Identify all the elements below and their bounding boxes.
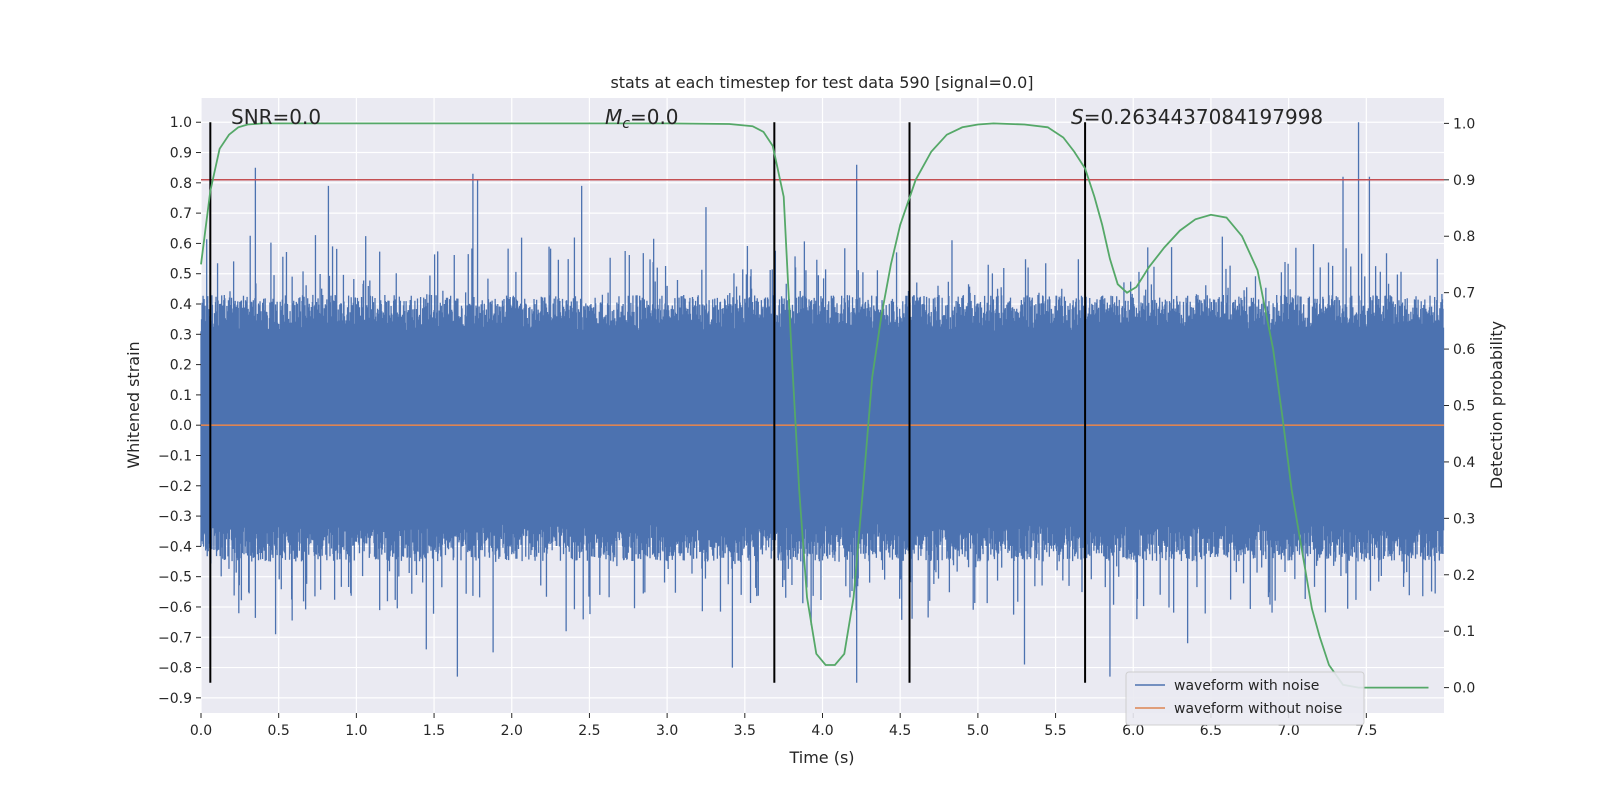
x-tick-label: 4.5	[889, 723, 911, 739]
annotation-mc-value: =0.0	[630, 105, 679, 129]
legend: waveform with noise waveform without noi…	[1125, 671, 1365, 726]
legend-label-clean: waveform without noise	[1174, 701, 1342, 717]
y-tick-label: 0.0	[170, 418, 192, 434]
y-right-tick-label: 0.2	[1453, 568, 1475, 584]
y-tick-label: −0.8	[158, 661, 192, 677]
y-tick-label: 0.2	[170, 358, 192, 374]
y-tick-label: −0.9	[158, 691, 192, 707]
x-tick-label: 2.5	[578, 723, 600, 739]
y-right-tick-label: 0.7	[1453, 286, 1475, 302]
y-tick-label: −0.6	[158, 600, 192, 616]
legend-box	[1125, 671, 1365, 726]
y-axis-label: Whitened strain	[124, 341, 143, 468]
y-tick-label: −0.4	[158, 539, 192, 555]
y-tick-label: 0.3	[170, 327, 192, 343]
legend-label-noise: waveform with noise	[1174, 678, 1319, 694]
y-tick-label: 0.9	[170, 146, 192, 162]
axes: 1.0 0.9 0.8 0.7 0.6 0.5 0.4 0.3 0.2 0.1 0.0 −0.1 −0.…	[158, 115, 1475, 739]
series-noise	[200, 122, 1445, 683]
annotation-mc: Mc=0.0	[605, 105, 679, 132]
y-tick-label: 0.4	[170, 297, 192, 313]
x-tick-label: 7.0	[1277, 723, 1299, 739]
x-tick-label: 3.5	[734, 723, 756, 739]
x-tick-label: 3.0	[656, 723, 678, 739]
y-tick-label: 0.1	[170, 388, 192, 404]
y-tick-label: 0.5	[170, 267, 192, 283]
y-tick-label: −0.5	[158, 570, 192, 586]
y-tick-label: −0.2	[158, 479, 192, 495]
y-axis-right-label: Detection probability	[1487, 321, 1506, 489]
annotation-s: S=0.2634437084197998	[1071, 105, 1323, 129]
y-right-tick-label: 0.0	[1453, 681, 1475, 697]
series-detection-probability	[200, 122, 1429, 689]
annotation-mc-sub: c	[622, 116, 630, 132]
y-right-tick-label: 1.0	[1453, 116, 1475, 132]
annotation-s-symbol: S	[1071, 105, 1084, 129]
y-right-tick-label: 0.6	[1453, 342, 1475, 358]
y-right-tick-label: 0.5	[1453, 399, 1475, 415]
x-tick-label: 6.0	[1122, 723, 1144, 739]
y-tick-label: 0.6	[170, 236, 192, 252]
y-tick-label: −0.3	[158, 509, 192, 525]
x-tick-label: 7.5	[1355, 723, 1377, 739]
y-right-tick-label: 0.4	[1453, 455, 1475, 471]
chart-title: stats at each timestep for test data 590…	[610, 73, 1033, 92]
x-tick-label: 4.0	[811, 723, 833, 739]
x-tick-label: 6.5	[1200, 723, 1222, 739]
y-tick-label: 0.7	[170, 206, 192, 222]
x-tick-label: 0.0	[190, 723, 212, 739]
y-right-tick-label: 0.8	[1453, 229, 1475, 245]
x-tick-label: 5.5	[1044, 723, 1066, 739]
y-tick-label: 0.8	[170, 176, 192, 192]
x-tick-label: 5.0	[967, 723, 989, 739]
y-tick-label: −0.1	[158, 448, 192, 464]
x-tick-label: 0.5	[268, 723, 290, 739]
x-tick-label: 1.0	[345, 723, 367, 739]
x-tick-label: 1.5	[423, 723, 445, 739]
annotation-mc-symbol: M	[605, 105, 622, 129]
y-tick-label: −0.7	[158, 630, 192, 646]
plot-area	[200, 122, 1445, 689]
annotation-snr: SNR=0.0	[231, 105, 321, 129]
y-right-tick-label: 0.1	[1453, 624, 1475, 640]
x-axis-label: Time (s)	[788, 748, 854, 767]
x-tick-label: 2.0	[501, 723, 523, 739]
y-right-tick-label: 0.3	[1453, 511, 1475, 527]
y-tick-label: 1.0	[170, 115, 192, 131]
annotation-s-value: =0.2634437084197998	[1084, 105, 1323, 129]
y-right-tick-label: 0.9	[1453, 173, 1475, 189]
